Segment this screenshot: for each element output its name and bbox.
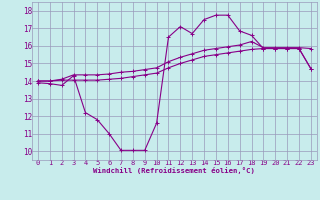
X-axis label: Windchill (Refroidissement éolien,°C): Windchill (Refroidissement éolien,°C) xyxy=(93,167,255,174)
